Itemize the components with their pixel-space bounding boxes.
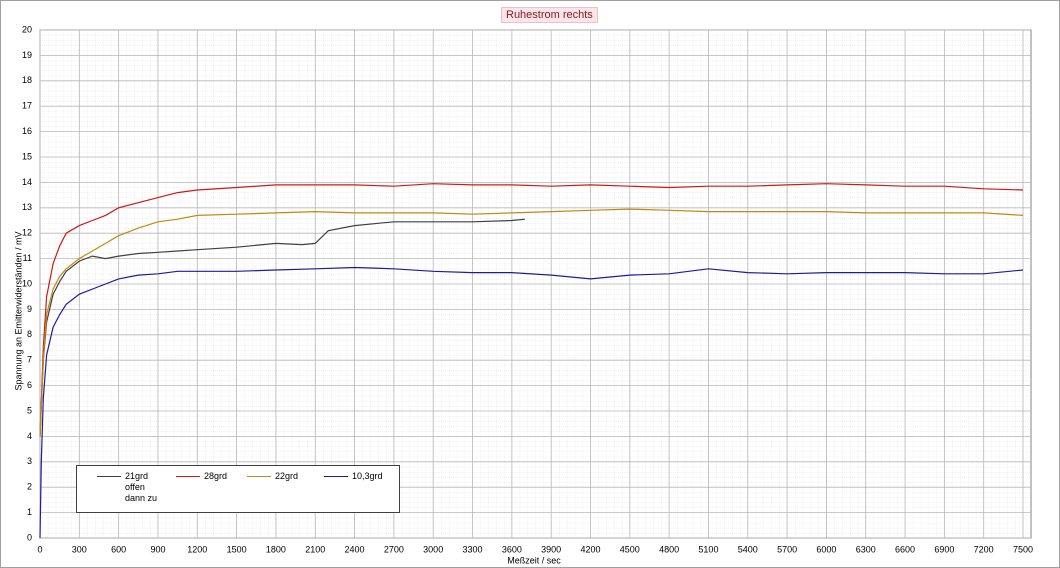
y-tick-label: 17 xyxy=(22,101,32,111)
x-tick-label: 6900 xyxy=(934,544,954,554)
x-tick-label: 1200 xyxy=(187,544,207,554)
y-tick-label: 9 xyxy=(27,304,32,314)
x-tick-label: 3900 xyxy=(541,544,561,554)
y-tick-label: 19 xyxy=(22,50,32,60)
x-tick-label: 900 xyxy=(150,544,165,554)
y-tick-label: 16 xyxy=(22,126,32,136)
x-tick-label: 3000 xyxy=(423,544,443,554)
x-tick-label: 5400 xyxy=(738,544,758,554)
x-tick-label: 6600 xyxy=(895,544,915,554)
x-tick-label: 6000 xyxy=(816,544,836,554)
x-tick-label: 3600 xyxy=(502,544,522,554)
legend-swatch xyxy=(324,476,348,477)
y-tick-label: 6 xyxy=(27,380,32,390)
y-tick-label: 15 xyxy=(22,151,32,161)
x-tick-label: 4800 xyxy=(659,544,679,554)
x-tick-label: 3300 xyxy=(463,544,483,554)
y-tick-label: 2 xyxy=(27,482,32,492)
x-tick-label: 2700 xyxy=(384,544,404,554)
y-tick-label: 8 xyxy=(27,329,32,339)
series-line xyxy=(39,183,1024,437)
y-tick-label: 18 xyxy=(22,75,32,85)
x-tick-label: 7500 xyxy=(1013,544,1033,554)
legend-swatch xyxy=(176,476,200,477)
x-tick-label: 4500 xyxy=(620,544,640,554)
y-axis-title: Spannung an Emitterwiderständen / mV xyxy=(13,231,23,390)
y-tick-label: 14 xyxy=(22,177,32,187)
y-tick-label: 4 xyxy=(27,431,32,441)
x-tick-label: 0 xyxy=(37,544,42,554)
y-tick-label: 0 xyxy=(27,532,32,542)
y-tick-label: 10 xyxy=(22,278,32,288)
legend-label: 28grd xyxy=(204,471,228,481)
y-tick-label: 11 xyxy=(23,253,32,263)
x-tick-label: 4200 xyxy=(580,544,600,554)
y-tick-label: 5 xyxy=(27,405,32,415)
x-tick-label: 600 xyxy=(111,544,126,554)
x-tick-label: 2100 xyxy=(305,544,325,554)
y-tick-label: 1 xyxy=(27,507,32,517)
x-tick-label: 5700 xyxy=(777,544,797,554)
legend-swatch xyxy=(97,476,121,477)
y-tick-label: 20 xyxy=(22,24,32,34)
series-line xyxy=(39,208,1024,437)
x-tick-label: 5100 xyxy=(698,544,718,554)
x-tick-label: 6300 xyxy=(856,544,876,554)
y-tick-label: 13 xyxy=(22,202,32,212)
legend-swatch xyxy=(247,476,271,477)
series-line xyxy=(39,266,1024,539)
x-tick-label: 1500 xyxy=(227,544,247,554)
y-tick-label: 12 xyxy=(22,228,32,238)
legend-label: 10,3grd xyxy=(352,471,383,481)
x-tick-label: 1800 xyxy=(266,544,286,554)
y-tick-label: 7 xyxy=(27,355,32,365)
x-tick-label: 7200 xyxy=(974,544,994,554)
legend-label: 22grd xyxy=(275,471,299,481)
series-line xyxy=(39,218,525,437)
legend: 21grd offen dann zu 28grd 22grd 10,3grd xyxy=(76,465,400,513)
x-tick-label: 300 xyxy=(72,544,87,554)
y-tick-label: 3 xyxy=(27,456,32,466)
legend-label: 21grd offen dann zu xyxy=(125,471,158,503)
x-tick-label: 2400 xyxy=(345,544,365,554)
x-axis-title: Meßzeit / sec xyxy=(507,555,561,565)
chart-title: Ruhestrom rechts xyxy=(501,7,598,23)
